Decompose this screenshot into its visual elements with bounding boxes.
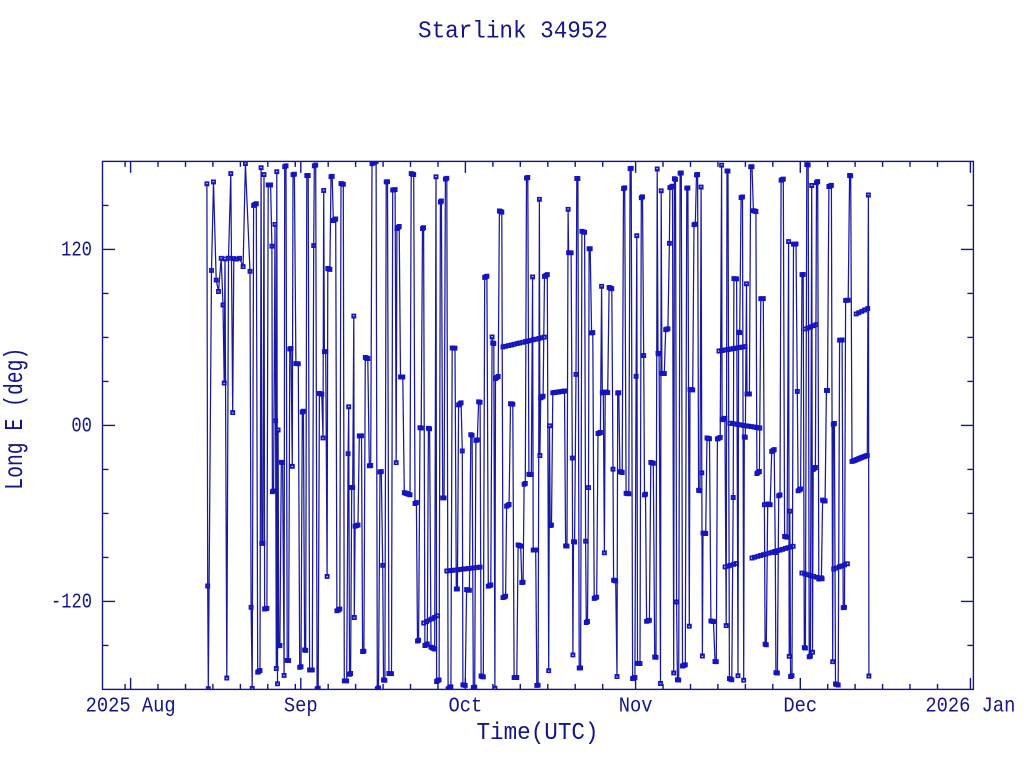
svg-text:Oct: Oct (449, 696, 483, 719)
svg-text:2025 Aug: 2025 Aug (86, 696, 176, 719)
svg-text:Sep: Sep (284, 696, 318, 719)
svg-text:Nov: Nov (619, 696, 653, 719)
svg-text:2026 Jan: 2026 Jan (925, 696, 1015, 719)
svg-text:120: 120 (61, 239, 92, 262)
svg-text:-120: -120 (51, 591, 92, 614)
svg-text:Dec: Dec (783, 696, 817, 719)
svg-text:Time(UTC): Time(UTC) (477, 720, 599, 747)
svg-text:Long E (deg): Long E (deg) (0, 348, 30, 490)
svg-text:Starlink 34952: Starlink 34952 (418, 19, 608, 46)
svg-text:00: 00 (71, 415, 92, 438)
